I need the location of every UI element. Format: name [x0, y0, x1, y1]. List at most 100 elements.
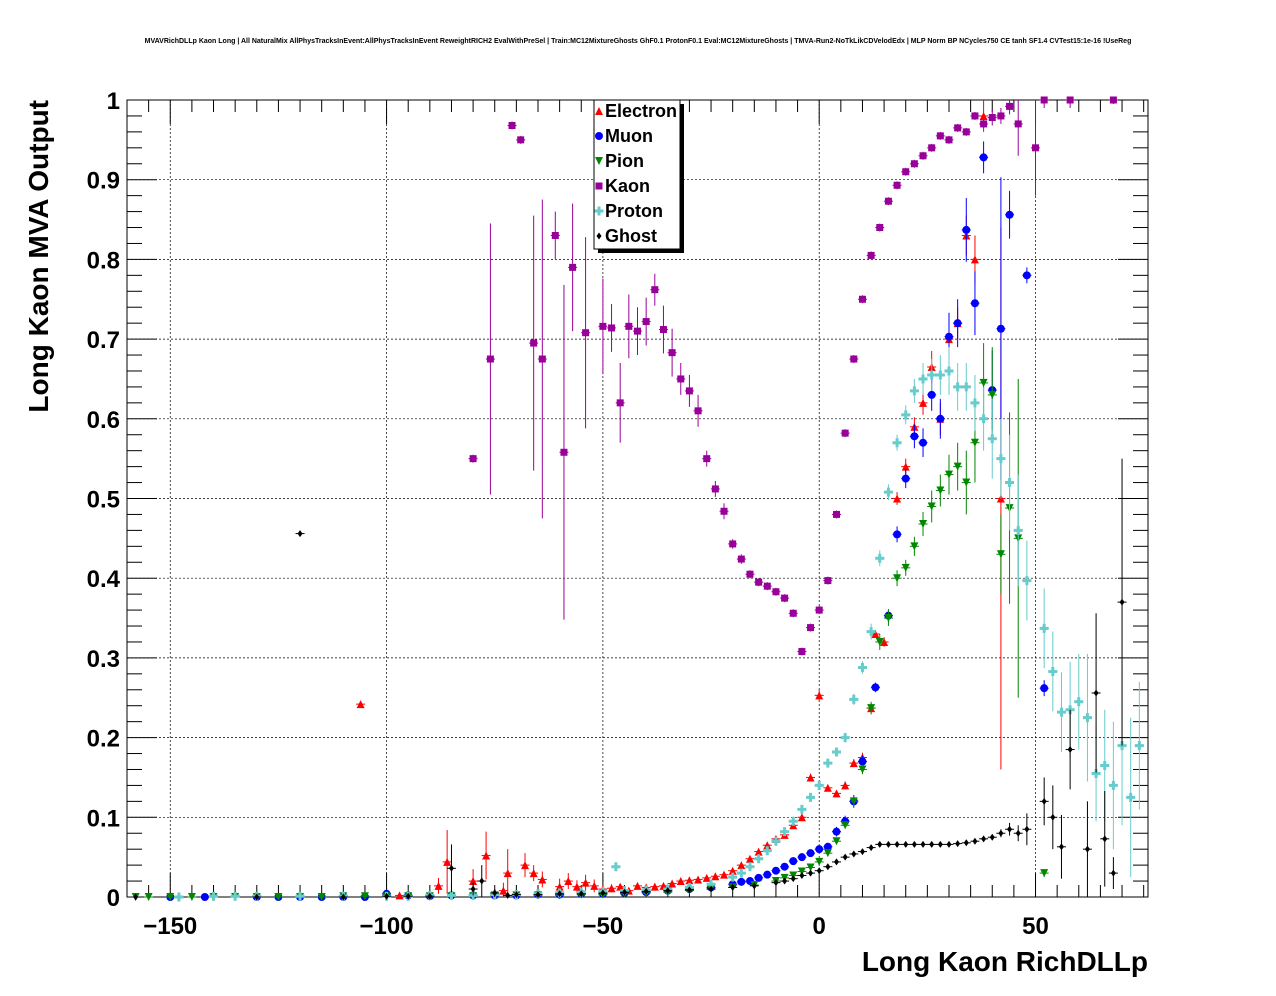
series-ghost — [131, 458, 1127, 901]
data-point-kaon — [1040, 96, 1048, 104]
data-point-electron — [572, 882, 581, 891]
data-point-kaon — [971, 112, 979, 120]
data-point-kaon — [677, 375, 685, 383]
data-point-proton — [875, 553, 885, 563]
data-point-ghost — [600, 889, 606, 897]
data-point-ghost — [448, 864, 454, 872]
data-point-electron — [702, 873, 711, 882]
y-tick-label: 0.8 — [87, 247, 120, 274]
data-point-ghost — [405, 892, 411, 900]
y-tick-label: 0 — [107, 885, 120, 912]
data-point-ghost — [427, 892, 433, 900]
data-point-kaon — [560, 448, 568, 456]
data-point-pion — [996, 550, 1005, 559]
data-point-ghost — [998, 829, 1004, 837]
data-point-ghost — [686, 886, 692, 894]
legend-box — [593, 99, 681, 250]
data-point-proton — [832, 747, 842, 757]
data-point-ghost — [1084, 845, 1090, 853]
data-point-proton — [927, 370, 937, 380]
data-point-proton — [174, 892, 184, 902]
data-point-electron — [499, 886, 508, 895]
data-point-ghost — [492, 889, 498, 897]
data-point-pion — [317, 893, 326, 901]
data-point-ghost — [868, 844, 874, 852]
data-point-electron — [685, 876, 694, 885]
data-point-ghost — [384, 892, 390, 900]
data-point-ghost — [981, 835, 987, 843]
data-point-pion — [144, 893, 153, 901]
data-point-proton — [901, 410, 911, 420]
data-point-pion — [858, 765, 867, 774]
data-point-kaon — [694, 407, 702, 415]
data-point-kaon — [729, 540, 737, 548]
data-point-kaon — [936, 132, 944, 140]
data-point-ghost — [751, 882, 757, 890]
data-point-ghost — [340, 893, 346, 901]
data-point-ghost — [643, 887, 649, 895]
data-point-pion — [910, 542, 919, 551]
data-point-proton — [1108, 780, 1118, 790]
data-point-muon — [910, 432, 919, 441]
y-tick-label: 0.6 — [87, 407, 120, 434]
data-point-muon — [979, 153, 988, 162]
data-point-kaon — [616, 399, 624, 407]
data-point-kaon — [850, 355, 858, 363]
data-point-electron — [979, 111, 988, 120]
data-point-pion — [849, 797, 858, 806]
x-tick-label: −150 — [143, 913, 197, 940]
data-point-kaon — [608, 324, 616, 332]
data-point-electron — [538, 875, 547, 884]
data-point-proton — [706, 879, 716, 889]
data-point-ghost — [470, 885, 476, 893]
data-point-electron — [564, 877, 573, 886]
data-point-proton — [1126, 792, 1136, 802]
data-point-kaon — [508, 122, 516, 130]
legend-label-ghost: Ghost — [605, 226, 657, 246]
data-point-proton — [823, 758, 833, 768]
data-point-ghost — [1015, 829, 1021, 837]
data-point-electron — [728, 866, 737, 875]
data-point-ghost — [1050, 813, 1056, 821]
data-point-proton — [446, 890, 456, 900]
data-point-kaon — [720, 507, 728, 515]
data-point-electron — [676, 877, 685, 886]
data-point-ghost — [665, 887, 671, 895]
data-point-ghost — [816, 867, 822, 875]
data-point-pion — [944, 470, 953, 479]
data-point-muon — [919, 438, 928, 447]
data-point-proton — [754, 854, 764, 864]
legend-label-pion: Pion — [605, 151, 644, 171]
data-point-electron — [797, 813, 806, 822]
data-point-pion — [962, 478, 971, 487]
data-point-kaon — [651, 286, 659, 294]
data-point-muon — [823, 842, 832, 851]
data-point-ghost — [557, 890, 563, 898]
data-point-kaon — [980, 120, 988, 128]
data-point-muon — [936, 414, 945, 423]
data-point-electron — [815, 691, 824, 700]
data-point-pion — [867, 704, 876, 713]
data-point-proton — [996, 454, 1006, 464]
data-point-proton — [892, 438, 902, 448]
data-point-proton — [918, 374, 928, 384]
data-point-electron — [555, 882, 564, 891]
data-point-pion — [815, 857, 824, 866]
data-point-proton — [745, 862, 755, 872]
data-point-muon — [780, 862, 789, 871]
data-point-proton — [944, 366, 954, 376]
data-point-muon — [832, 827, 841, 836]
data-point-proton — [806, 792, 816, 802]
data-point-pion — [360, 892, 369, 901]
data-point-electron — [694, 875, 703, 884]
data-point-kaon — [737, 555, 745, 563]
data-point-ghost — [535, 891, 541, 899]
data-point-electron — [616, 882, 625, 891]
data-point-muon — [962, 225, 971, 234]
data-point-muon — [1040, 684, 1049, 693]
data-point-electron — [668, 879, 677, 888]
data-point-pion — [970, 438, 979, 447]
data-point-muon — [789, 857, 798, 866]
data-point-pion — [936, 486, 945, 495]
data-point-kaon — [789, 609, 797, 617]
